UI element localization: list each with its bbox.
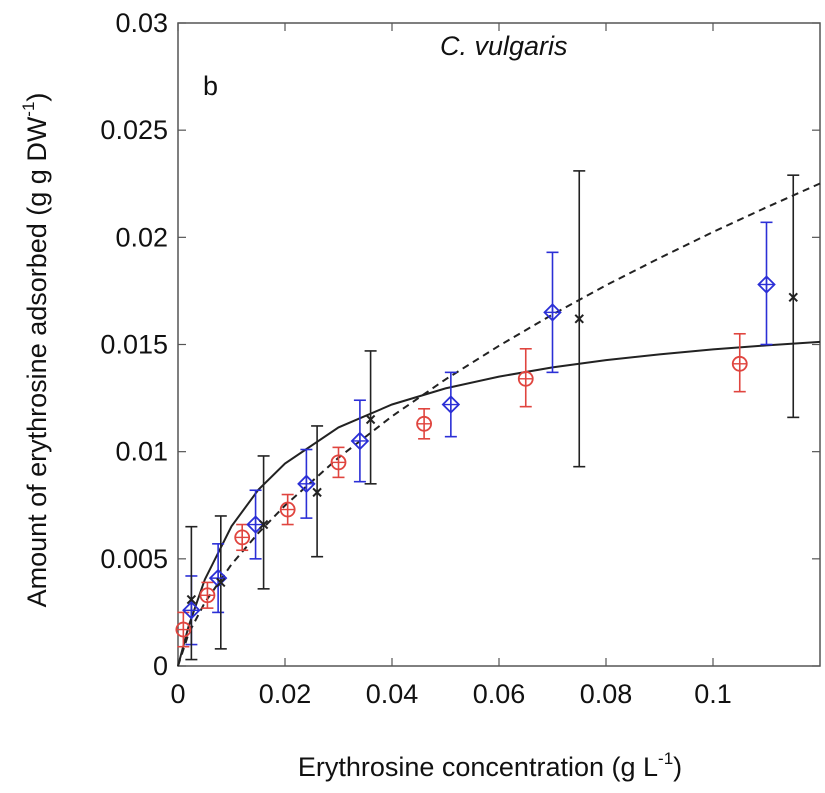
x-axis-ticks: 0 0.02 0.04 0.06 0.08 0.1 (170, 23, 732, 709)
panel-label: b (203, 71, 218, 101)
x-tick-label: 0.06 (473, 679, 526, 709)
y-tick-label: 0.01 (115, 437, 168, 467)
x-tick-label: 0.08 (580, 679, 633, 709)
x-tick-label: 0 (170, 679, 185, 709)
x-axis-title: Erythrosine concentration (g L-1) (298, 749, 682, 782)
species-label: C. vulgaris (440, 31, 568, 61)
data-markers (175, 275, 798, 638)
x-tick-label: 0.04 (366, 679, 419, 709)
data-point-x (788, 292, 798, 303)
data-point-x (186, 594, 197, 605)
data-point-x (365, 414, 376, 425)
data-point-x (216, 577, 226, 588)
y-axis-title: Amount of erythrosine adsorbed (g g DW-1… (19, 93, 52, 608)
y-tick-label: 0.015 (100, 330, 168, 360)
y-tick-label: 0.025 (100, 115, 168, 145)
data-point-x (258, 519, 269, 530)
y-axis-ticks: 0 0.005 0.01 0.015 0.02 0.025 0.03 (100, 8, 820, 681)
x-tick-label: 0.02 (259, 679, 312, 709)
data-point-x (312, 487, 322, 498)
x-tick-label: 0.1 (694, 679, 732, 709)
y-tick-label: 0.03 (115, 8, 168, 38)
fit-curve-dashed (177, 182, 821, 667)
y-tick-label: 0 (153, 651, 168, 681)
plot-frame (177, 22, 821, 667)
data-point-x (574, 314, 584, 324)
y-tick-label: 0.02 (115, 222, 168, 252)
y-tick-label: 0.005 (100, 544, 168, 574)
